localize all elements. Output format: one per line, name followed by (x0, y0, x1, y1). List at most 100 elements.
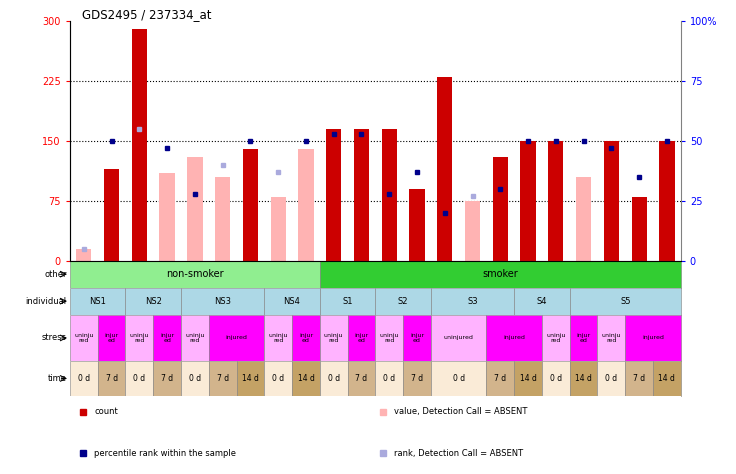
Text: 14 d: 14 d (520, 374, 537, 383)
Text: 0 d: 0 d (78, 374, 90, 383)
Bar (354, 129, 369, 261)
Text: time: time (48, 374, 67, 383)
Bar (431, 288, 514, 315)
Text: S5: S5 (620, 297, 631, 306)
Bar (403, 361, 431, 396)
Bar (243, 149, 258, 261)
Text: uninju
red: uninju red (324, 333, 344, 343)
Bar (347, 361, 375, 396)
Bar (98, 315, 125, 361)
Bar (236, 361, 264, 396)
Bar (104, 169, 119, 261)
Bar (132, 29, 147, 261)
Text: 0 d: 0 d (133, 374, 146, 383)
Bar (98, 361, 125, 396)
Bar (514, 361, 542, 396)
Text: 0 d: 0 d (453, 374, 464, 383)
Bar (431, 315, 486, 361)
Text: NS3: NS3 (214, 297, 231, 306)
Text: uninju
red: uninju red (601, 333, 621, 343)
Bar (187, 157, 202, 261)
Bar (409, 189, 425, 261)
Bar (542, 315, 570, 361)
Text: percentile rank within the sample: percentile rank within the sample (94, 448, 236, 457)
Bar (598, 315, 626, 361)
Text: uninjured: uninjured (444, 336, 473, 340)
Bar (70, 361, 98, 396)
Bar (181, 315, 209, 361)
Bar (160, 173, 174, 261)
Text: smoker: smoker (482, 269, 518, 279)
Text: injured: injured (503, 336, 525, 340)
Bar (153, 315, 181, 361)
Bar (486, 315, 542, 361)
Bar (375, 315, 403, 361)
Bar (209, 315, 264, 361)
Bar (631, 197, 647, 261)
Bar (264, 315, 292, 361)
Bar (653, 361, 681, 396)
Bar (520, 141, 536, 261)
Bar (125, 315, 153, 361)
Text: uninju
red: uninju red (74, 333, 93, 343)
Text: 7 d: 7 d (495, 374, 506, 383)
Text: 7 d: 7 d (355, 374, 367, 383)
Bar (659, 141, 675, 261)
Bar (215, 177, 230, 261)
Bar (76, 249, 91, 261)
Bar (326, 129, 342, 261)
Text: S2: S2 (398, 297, 408, 306)
Text: uninju
red: uninju red (380, 333, 399, 343)
Bar (465, 201, 480, 261)
Text: rank, Detection Call = ABSENT: rank, Detection Call = ABSENT (394, 448, 523, 457)
Bar (70, 261, 320, 288)
Bar (320, 361, 347, 396)
Bar (375, 361, 403, 396)
Text: injured: injured (642, 336, 664, 340)
Bar (486, 361, 514, 396)
Text: GDS2495 / 237334_at: GDS2495 / 237334_at (82, 9, 212, 21)
Bar (125, 361, 153, 396)
Text: NS2: NS2 (145, 297, 162, 306)
Bar (271, 197, 286, 261)
Text: 14 d: 14 d (575, 374, 592, 383)
Text: 0 d: 0 d (272, 374, 284, 383)
Text: 0 d: 0 d (383, 374, 395, 383)
Text: 14 d: 14 d (297, 374, 314, 383)
Bar (320, 288, 375, 315)
Bar (570, 315, 598, 361)
Bar (264, 361, 292, 396)
Text: 0 d: 0 d (189, 374, 201, 383)
Bar (70, 315, 98, 361)
Text: 7 d: 7 d (216, 374, 229, 383)
Bar (431, 361, 486, 396)
Text: injured: injured (226, 336, 247, 340)
Text: 7 d: 7 d (633, 374, 645, 383)
Text: injur
ed: injur ed (576, 333, 591, 343)
Bar (181, 288, 264, 315)
Text: other: other (44, 270, 67, 279)
Bar (381, 129, 397, 261)
Bar (292, 361, 320, 396)
Bar (626, 315, 681, 361)
Bar (604, 141, 619, 261)
Text: S3: S3 (467, 297, 478, 306)
Bar (125, 288, 181, 315)
Bar (626, 361, 653, 396)
Bar (70, 288, 125, 315)
Text: injur
ed: injur ed (105, 333, 118, 343)
Bar (548, 141, 564, 261)
Bar (542, 361, 570, 396)
Bar (298, 149, 314, 261)
Text: uninju
red: uninju red (269, 333, 288, 343)
Bar (576, 177, 591, 261)
Bar (292, 315, 320, 361)
Text: non-smoker: non-smoker (166, 269, 224, 279)
Bar (320, 315, 347, 361)
Bar (514, 288, 570, 315)
Text: NS4: NS4 (283, 297, 300, 306)
Text: uninju
red: uninju red (546, 333, 565, 343)
Bar (347, 315, 375, 361)
Text: 0 d: 0 d (550, 374, 562, 383)
Bar (209, 361, 236, 396)
